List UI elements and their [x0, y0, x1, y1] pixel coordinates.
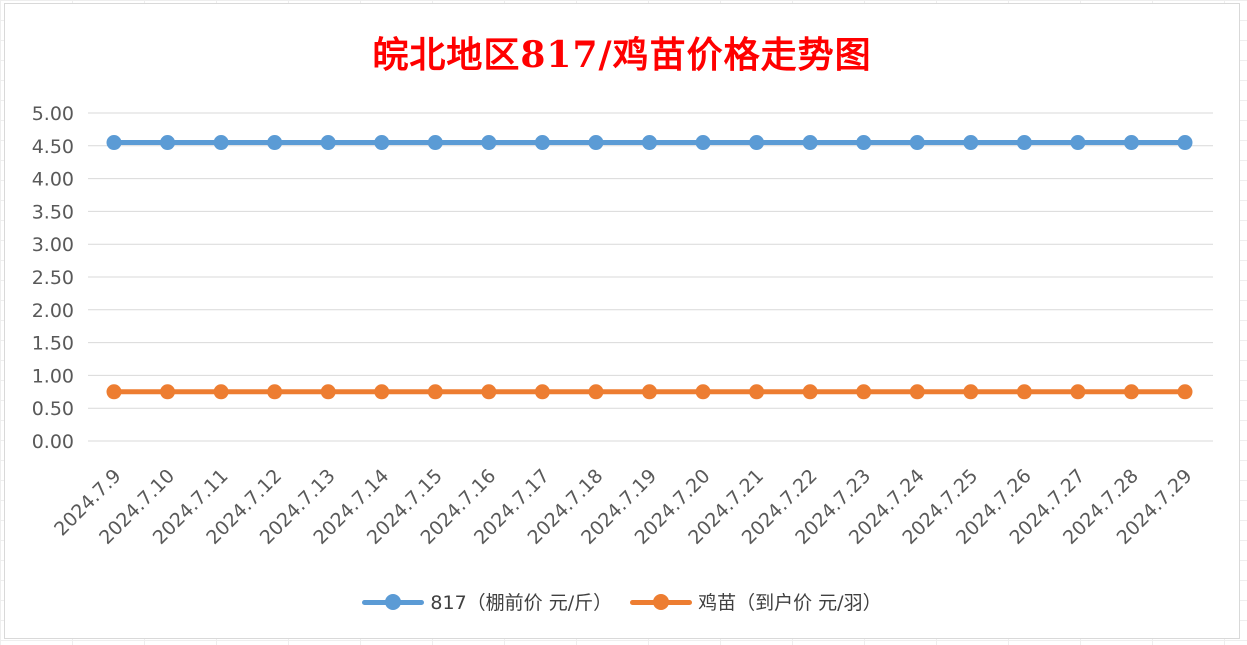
data-point[interactable] — [481, 384, 497, 400]
y-tick-label: 0.00 — [32, 431, 74, 453]
y-tick-label: 4.50 — [32, 136, 74, 158]
data-point[interactable] — [374, 135, 390, 151]
data-point[interactable] — [1123, 384, 1139, 400]
data-point[interactable] — [1177, 135, 1193, 151]
data-point[interactable] — [1070, 135, 1086, 151]
data-point[interactable] — [267, 384, 283, 400]
legend: 817（棚前价 元/斤） 鸡苗（到户价 元/羽） — [5, 588, 1239, 615]
y-tick-label: 0.50 — [32, 398, 74, 420]
data-point[interactable] — [534, 135, 550, 151]
y-tick-label: 3.50 — [32, 201, 74, 223]
legend-item-chick[interactable]: 鸡苗（到户价 元/羽） — [630, 588, 882, 615]
data-point[interactable] — [160, 135, 176, 151]
plot-area: 0.00 0.50 1.00 1.50 2.00 2.50 3.00 3.50 4.00 4.50… — [32, 103, 1213, 549]
data-point[interactable] — [802, 384, 818, 400]
y-tick-label: 4.00 — [32, 169, 74, 191]
data-point[interactable] — [1070, 384, 1086, 400]
data-point[interactable] — [106, 135, 122, 151]
data-point[interactable] — [320, 384, 336, 400]
legend-item-817[interactable]: 817（棚前价 元/斤） — [362, 588, 612, 615]
series-1 — [106, 384, 1193, 400]
data-point[interactable] — [427, 135, 443, 151]
data-point[interactable] — [1177, 384, 1193, 400]
data-point[interactable] — [1016, 384, 1032, 400]
data-point[interactable] — [588, 135, 604, 151]
chart-title: 皖北地区817/鸡苗价格走势图 — [372, 34, 872, 76]
y-tick-label: 1.00 — [32, 365, 74, 387]
series-0 — [106, 135, 1193, 151]
data-point[interactable] — [802, 135, 818, 151]
data-point[interactable] — [588, 384, 604, 400]
data-point[interactable] — [963, 135, 979, 151]
y-tick-label: 2.00 — [32, 300, 74, 322]
data-point[interactable] — [106, 384, 122, 400]
x-axis-tick-labels: 2024.7.92024.7.102024.7.112024.7.122024.… — [50, 465, 1196, 549]
data-point[interactable] — [909, 384, 925, 400]
legend-label-chick: 鸡苗（到户价 元/羽） — [698, 592, 882, 614]
data-point[interactable] — [695, 135, 711, 151]
legend-label-817: 817（棚前价 元/斤） — [430, 592, 613, 614]
data-point[interactable] — [160, 384, 176, 400]
data-point[interactable] — [320, 135, 336, 151]
data-point[interactable] — [374, 384, 390, 400]
y-axis-tick-labels: 0.00 0.50 1.00 1.50 2.00 2.50 3.00 3.50 4.00 4.50… — [32, 103, 74, 453]
gridlines — [88, 112, 1213, 442]
data-point[interactable] — [213, 135, 229, 151]
y-tick-label: 2.50 — [32, 267, 74, 289]
data-point[interactable] — [642, 384, 657, 400]
y-tick-label: 5.00 — [32, 103, 74, 125]
data-point[interactable] — [963, 384, 979, 400]
data-point[interactable] — [427, 384, 443, 400]
data-point[interactable] — [749, 135, 765, 151]
data-point[interactable] — [1123, 135, 1139, 151]
y-tick-label: 1.50 — [32, 333, 74, 355]
data-point[interactable] — [1016, 135, 1032, 151]
series-lines — [106, 135, 1193, 400]
data-point[interactable] — [856, 384, 872, 400]
data-point[interactable] — [642, 135, 657, 151]
legend-swatch-chick — [630, 592, 693, 612]
data-point[interactable] — [695, 384, 711, 400]
data-point[interactable] — [534, 384, 550, 400]
legend-swatch-817 — [362, 592, 425, 612]
data-point[interactable] — [856, 135, 872, 151]
y-tick-label: 3.00 — [32, 234, 74, 256]
data-point[interactable] — [749, 384, 765, 400]
data-point[interactable] — [267, 135, 283, 151]
data-point[interactable] — [213, 384, 229, 400]
data-point[interactable] — [909, 135, 925, 151]
chart-area[interactable]: 皖北地区817/鸡苗价格走势图 0.00 0.50 1.00 1.50 2.00 2.50… — [4, 3, 1240, 639]
data-point[interactable] — [481, 135, 497, 151]
